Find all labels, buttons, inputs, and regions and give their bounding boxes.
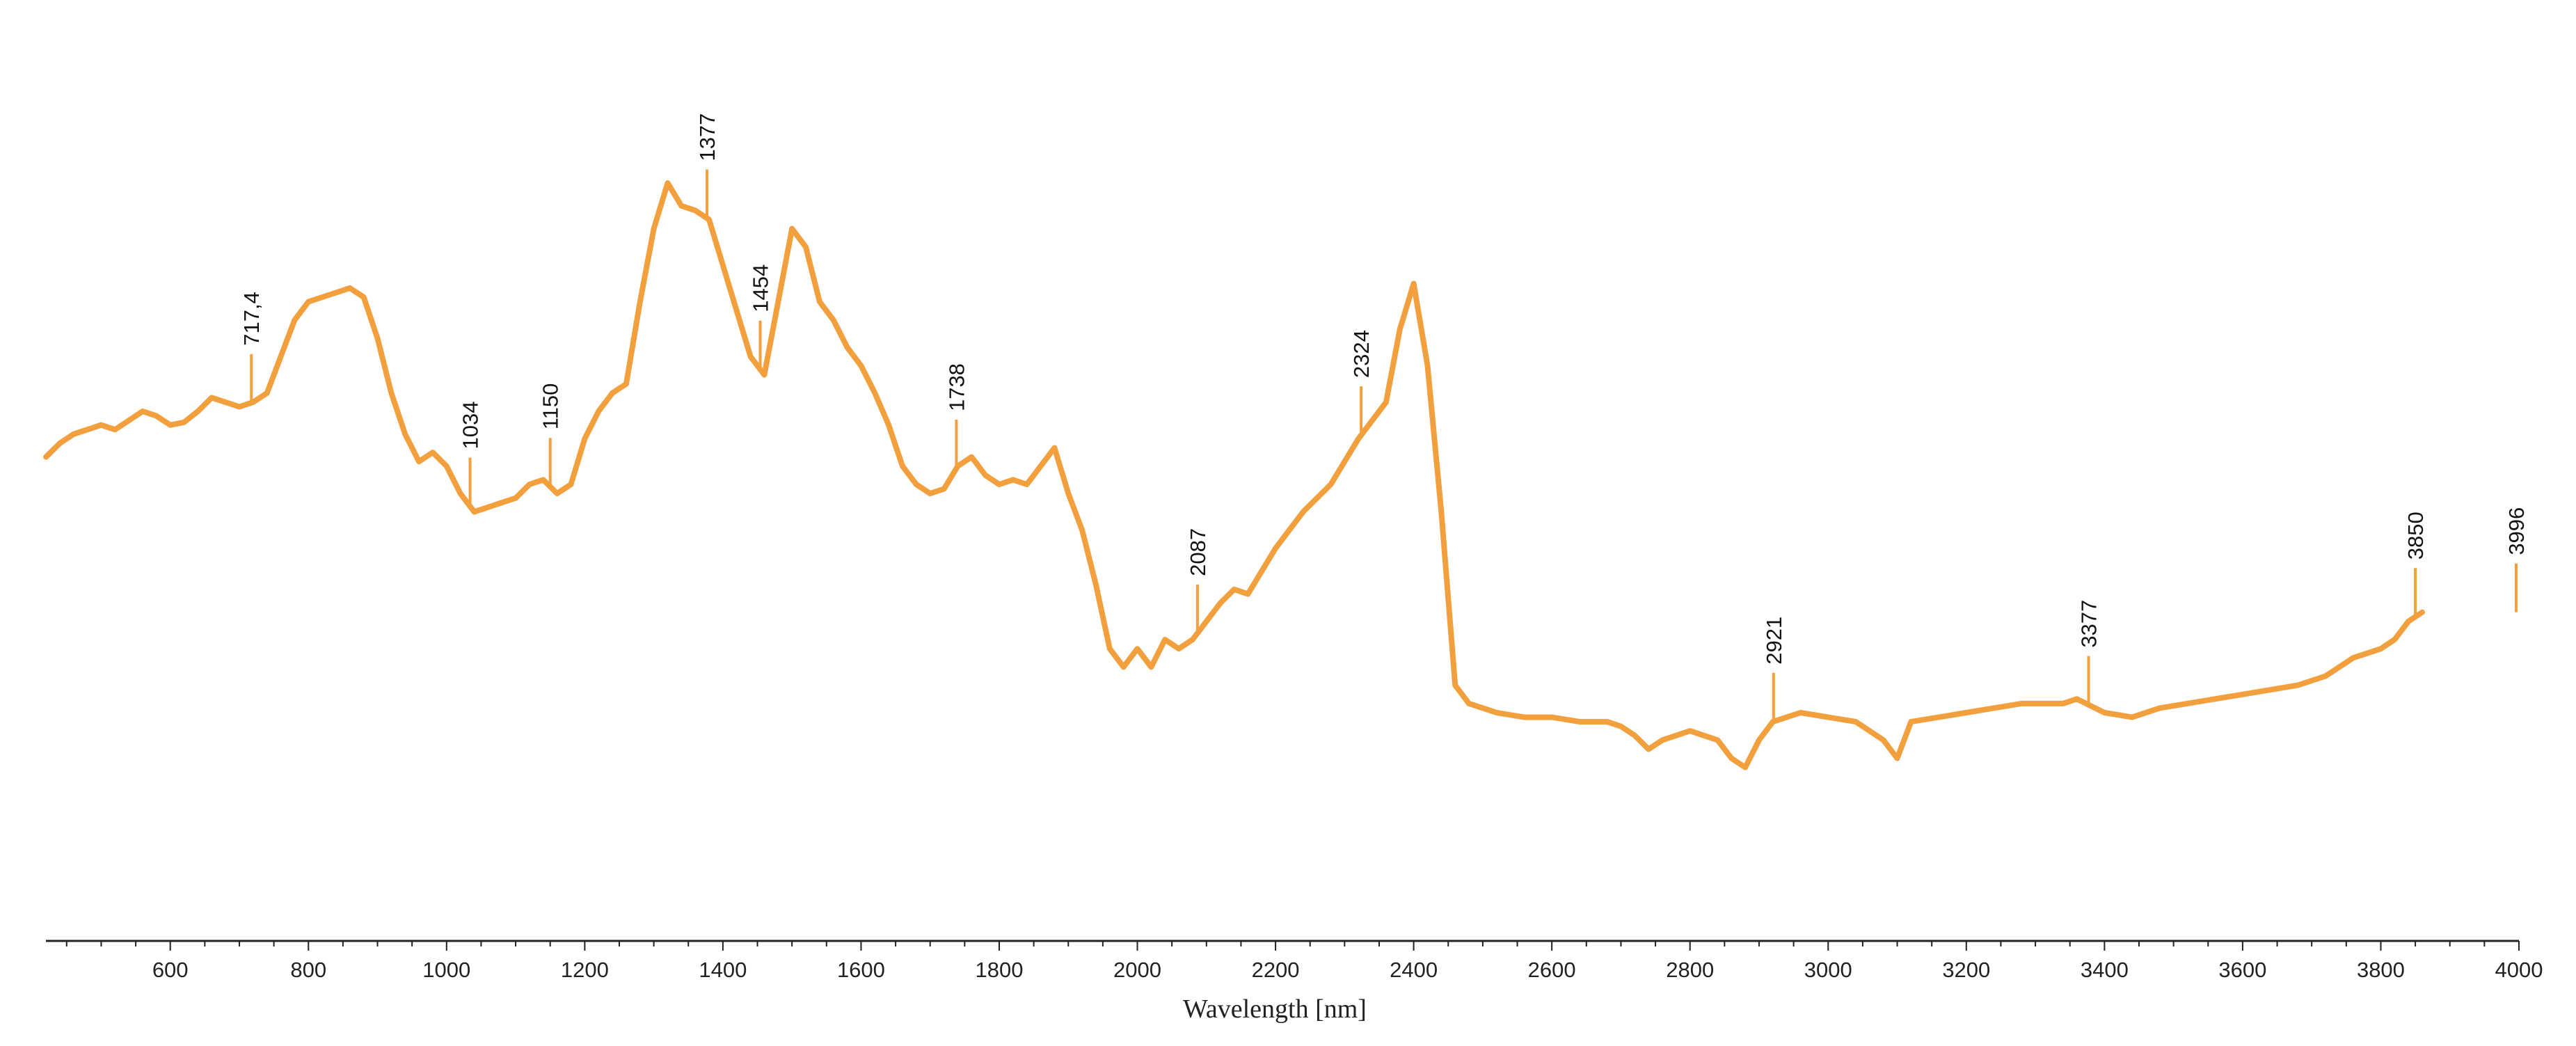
peak-label: 2087: [1186, 528, 1210, 576]
peak-marker: 3377: [2077, 600, 2101, 705]
peak-marker: 2324: [1349, 330, 1374, 436]
x-tick-label: 3200: [1942, 958, 1990, 982]
x-tick-label: 3000: [1804, 958, 1852, 982]
peak-marker: 3996: [2504, 507, 2529, 612]
peak-label: 3996: [2504, 507, 2529, 555]
x-axis: 600 800 1000 1200 1400 1600 1800 2000 2200 2400 26…: [46, 940, 2543, 982]
x-tick-label: 1000: [422, 958, 470, 982]
peak-label: 1034: [459, 402, 483, 450]
x-tick-label: 1400: [699, 958, 747, 982]
x-tick-label: 1600: [837, 958, 885, 982]
x-tick-label: 1200: [561, 958, 609, 982]
peak-marker: 1034: [459, 402, 483, 507]
peak-annotations: 717,4 1034 1150 1377 1454 1738 2087 2324 2921 337…: [239, 113, 2529, 722]
x-tick-label: 2600: [1528, 958, 1576, 982]
x-tick-label: 800: [290, 958, 326, 982]
peak-label: 1454: [748, 264, 772, 312]
x-tick-label: 2800: [1666, 958, 1714, 982]
peak-marker: 3850: [2403, 512, 2428, 617]
peak-label: 2921: [1762, 617, 1786, 665]
x-tick-label: 2200: [1252, 958, 1300, 982]
peak-marker: 717,4: [239, 292, 264, 403]
x-axis-title: Wavelength [nm]: [1183, 995, 1367, 1024]
x-tick-label: 3600: [2218, 958, 2266, 982]
peak-label: 717,4: [239, 292, 264, 346]
peak-marker: 1377: [695, 113, 719, 219]
peak-marker: 2921: [1762, 617, 1786, 722]
peak-label: 1150: [539, 383, 563, 430]
x-tick-label: 1800: [975, 958, 1023, 982]
x-tick-label: 2400: [1390, 958, 1438, 982]
peak-marker: 1738: [944, 363, 969, 469]
x-tick-label: 3800: [2357, 958, 2405, 982]
x-tick-label: 3400: [2081, 958, 2129, 982]
peak-label: 1377: [695, 113, 719, 161]
peak-label: 3377: [2077, 600, 2101, 648]
peak-label: 3850: [2403, 512, 2428, 560]
peak-marker: 2087: [1186, 528, 1210, 633]
peak-label: 1738: [944, 363, 969, 411]
x-tick-label: 600: [152, 958, 189, 982]
x-tick-label: 4000: [2495, 958, 2543, 982]
x-tick-label: 2000: [1113, 958, 1161, 982]
peak-marker: 1454: [748, 264, 772, 370]
series-line: [43, 180, 2425, 770]
peak-label: 2324: [1349, 330, 1374, 378]
peak-marker: 1150: [539, 383, 563, 487]
